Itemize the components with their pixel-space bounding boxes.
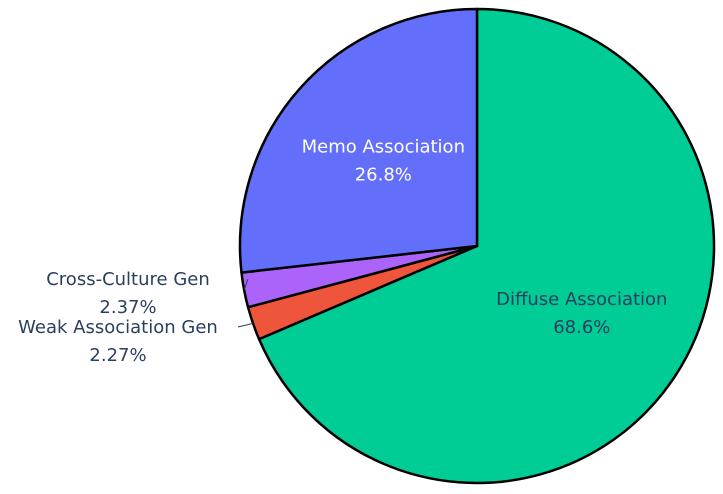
pie-leader-lines: [237, 278, 254, 328]
slice-percent-memo-association: 26.8%: [355, 164, 412, 185]
slice-percent-cross-culture-gen: 2.37%: [99, 297, 156, 318]
pie-labels: Diffuse Association 68.6% Weak Association…: [18, 136, 667, 366]
slice-label-weak-association-gen: Weak Association Gen: [18, 317, 218, 338]
slice-percent-diffuse-association: 68.6%: [553, 317, 610, 338]
slice-percent-weak-association-gen: 2.27%: [89, 345, 146, 366]
slice-label-memo-association: Memo Association: [302, 136, 465, 157]
leader-line-weak-association-gen: [237, 322, 254, 328]
slice-label-diffuse-association: Diffuse Association: [496, 289, 667, 310]
leader-line-cross-culture-gen: [243, 278, 249, 291]
slice-label-cross-culture-gen: Cross-Culture Gen: [46, 269, 210, 290]
pie-slice-diffuse-association[interactable]: [257, 7, 716, 485]
pie-slices: [238, 7, 716, 485]
pie-slice-memo-association[interactable]: [238, 7, 479, 274]
